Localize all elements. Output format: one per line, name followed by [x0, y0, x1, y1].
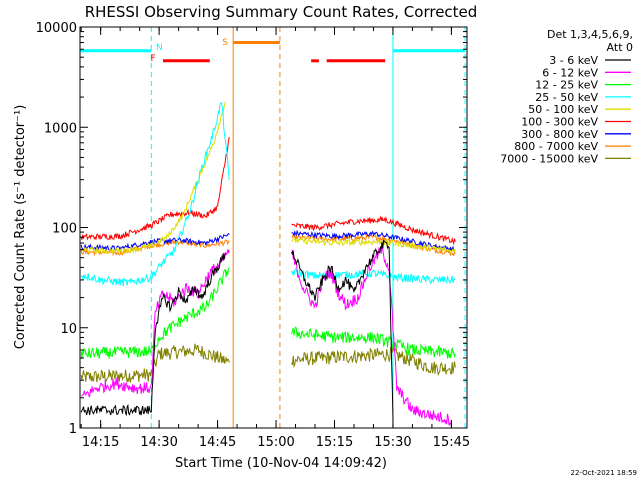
series-line: [80, 102, 230, 287]
legend-title-line-2: Att 0: [607, 41, 633, 54]
series-line: [80, 232, 230, 252]
y-axis: 1 10 100 1000 10000: [36, 21, 467, 437]
series-line: [291, 215, 456, 246]
x-tick-label: 14:45: [199, 435, 236, 450]
x-tick-label: 15:00: [257, 435, 294, 450]
legend-entry-label: 800 - 7000 keV: [514, 140, 598, 153]
series-line: [291, 236, 456, 255]
x-tick-label: 14:15: [82, 435, 119, 450]
legend-entry-label: 25 - 50 keV: [535, 91, 598, 104]
legend-entry-label: 300 - 800 keV: [521, 128, 598, 141]
annotation-flare: F: [151, 54, 156, 64]
y-tick-label: 10: [60, 322, 77, 337]
x-tick-label: 15:30: [374, 435, 411, 450]
flag-bars: [80, 41, 466, 63]
chart-title: RHESSI Observing Summary Count Rates, Co…: [85, 3, 478, 21]
y-tick-label: 1000: [44, 121, 77, 136]
series-line: [80, 253, 226, 417]
x-axis-label: Start Time (10-Nov-04 14:09:42): [175, 456, 387, 471]
y-tick-label: 1: [69, 422, 77, 437]
legend-title-line-1: Det 1,3,4,5,6,9,: [547, 28, 633, 41]
x-axis: 14:15 14:30 14:45 15:00 15:15 15:30 15:45: [80, 27, 470, 450]
y-tick-label: 10000: [36, 21, 77, 36]
x-tick-label: 15:15: [316, 435, 353, 450]
legend-entry-label: 50 - 100 keV: [528, 103, 598, 116]
legend-entry-label: 7000 - 15000 keV: [500, 152, 598, 165]
x-tick-label: 15:45: [433, 435, 470, 450]
series-line: [80, 136, 230, 241]
series-line: [291, 346, 456, 377]
legend-entry-label: 6 - 12 keV: [542, 66, 598, 79]
annotation-night: N: [156, 43, 163, 53]
series-line: [291, 326, 456, 359]
x-tick-label: 14:30: [140, 435, 177, 450]
y-tick-label: 100: [52, 222, 77, 237]
annotation-saa: S: [222, 38, 228, 48]
series-line: [80, 101, 226, 256]
annotations: NF S: [151, 38, 229, 64]
legend-entry-label: 100 - 300 keV: [521, 116, 598, 129]
series-line: [291, 239, 394, 421]
series-line: [291, 267, 456, 285]
legend-entry-label: 12 - 25 keV: [535, 79, 598, 92]
series-line: [291, 245, 452, 426]
legend-entry-label: 3 - 6 keV: [549, 54, 598, 67]
series-lines: [80, 101, 456, 426]
y-axis-label: Corrected Count Rate (s⁻¹ detector⁻¹): [13, 105, 28, 350]
series-line: [80, 343, 230, 383]
series-line: [80, 267, 230, 359]
series-line: [81, 249, 230, 398]
footer-date: 22-Oct-2021 18:59: [571, 469, 637, 477]
